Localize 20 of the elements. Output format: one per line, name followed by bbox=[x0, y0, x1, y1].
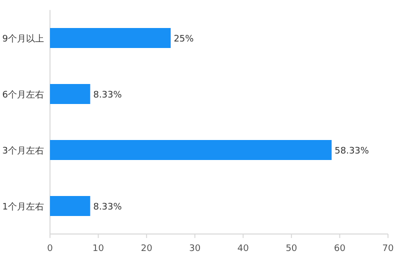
x-tick-label: 60 bbox=[334, 244, 346, 254]
data-label: 8.33% bbox=[93, 202, 122, 212]
x-tick-label: 0 bbox=[47, 244, 54, 254]
x-tick-label: 30 bbox=[189, 244, 201, 254]
y-tick-label: 6个月左右 bbox=[2, 90, 44, 100]
bar bbox=[50, 84, 90, 104]
y-tick-label: 9个月以上 bbox=[2, 34, 44, 44]
y-tick-label: 3个月左右 bbox=[2, 146, 44, 156]
bar bbox=[50, 140, 332, 160]
data-label: 8.33% bbox=[93, 90, 122, 100]
x-tick-label: 20 bbox=[140, 244, 153, 254]
data-label: 58.33% bbox=[334, 146, 370, 156]
x-tick-label: 50 bbox=[286, 244, 298, 254]
x-tick-label: 10 bbox=[92, 244, 104, 254]
y-tick-label: 1个月左右 bbox=[2, 202, 44, 212]
x-tick-label: 40 bbox=[237, 244, 250, 254]
bar bbox=[50, 196, 90, 216]
x-tick-label: 70 bbox=[382, 244, 394, 254]
bar bbox=[50, 28, 171, 48]
data-label: 25% bbox=[174, 34, 194, 44]
